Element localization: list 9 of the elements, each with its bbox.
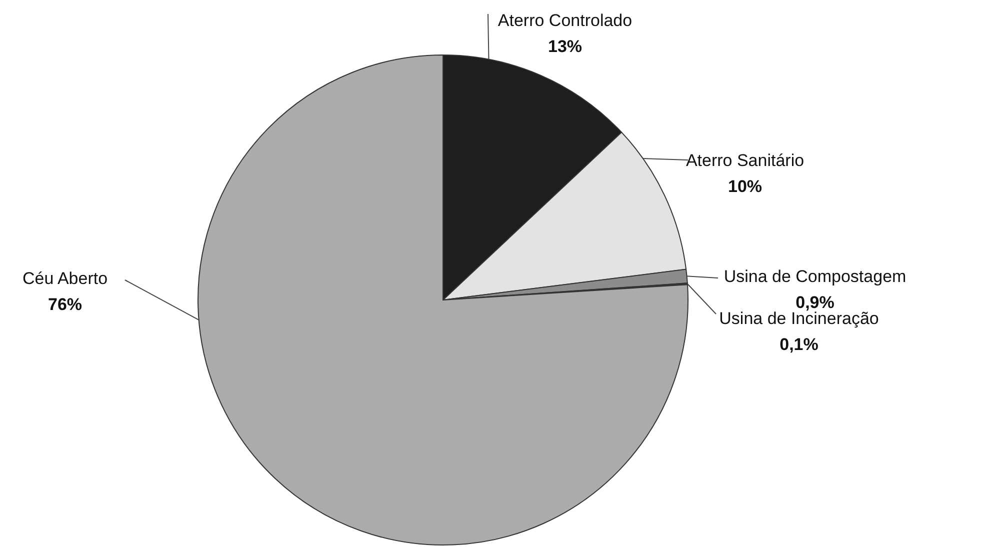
slice-label: Aterro Sanitário	[686, 151, 804, 170]
data-label: 13%	[548, 37, 582, 56]
data-label: 10%	[728, 177, 762, 196]
slice-label: Usina de Compostagem	[724, 267, 906, 286]
data-label: 0,1%	[780, 335, 818, 354]
slice-label: Aterro Controlado	[498, 11, 632, 30]
slice-label: Céu Aberto	[22, 269, 108, 288]
data-label: 76%	[48, 295, 82, 314]
data-label: 0,9%	[796, 293, 834, 312]
